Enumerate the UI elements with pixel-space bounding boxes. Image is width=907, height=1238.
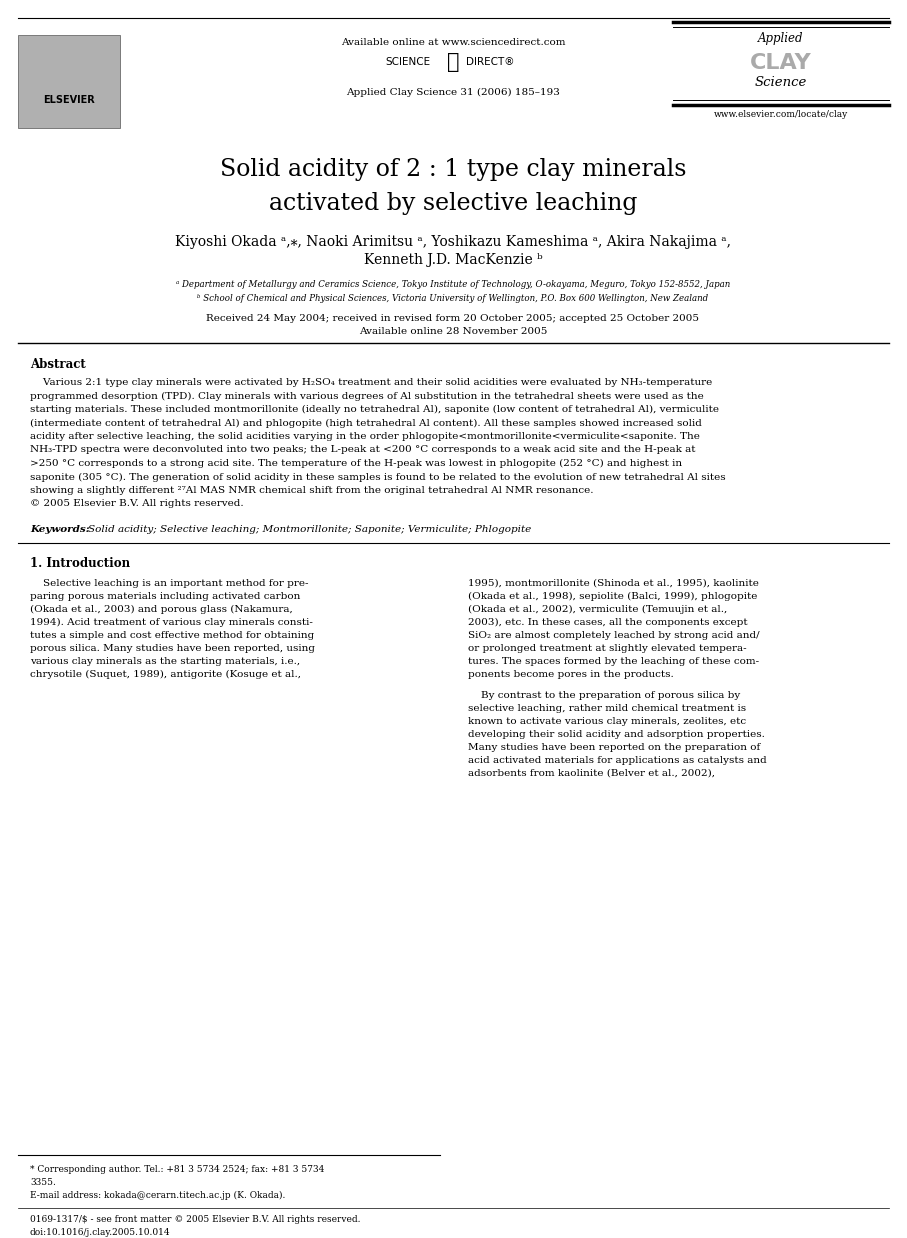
Text: ponents become pores in the products.: ponents become pores in the products. <box>468 670 674 678</box>
Text: acidity after selective leaching, the solid acidities varying in the order phlog: acidity after selective leaching, the so… <box>30 432 700 441</box>
Text: doi:10.1016/j.clay.2005.10.014: doi:10.1016/j.clay.2005.10.014 <box>30 1228 171 1237</box>
Text: Abstract: Abstract <box>30 358 86 371</box>
Text: 3355.: 3355. <box>30 1179 56 1187</box>
Text: adsorbents from kaolinite (Belver et al., 2002),: adsorbents from kaolinite (Belver et al.… <box>468 769 715 777</box>
Text: 1995), montmorillonite (Shinoda et al., 1995), kaolinite: 1995), montmorillonite (Shinoda et al., … <box>468 579 759 588</box>
Text: © 2005 Elsevier B.V. All rights reserved.: © 2005 Elsevier B.V. All rights reserved… <box>30 499 244 509</box>
Text: porous silica. Many studies have been reported, using: porous silica. Many studies have been re… <box>30 644 315 652</box>
Text: acid activated materials for applications as catalysts and: acid activated materials for application… <box>468 756 766 765</box>
Text: 0169-1317/$ - see front matter © 2005 Elsevier B.V. All rights reserved.: 0169-1317/$ - see front matter © 2005 El… <box>30 1214 360 1224</box>
Text: tutes a simple and cost effective method for obtaining: tutes a simple and cost effective method… <box>30 631 314 640</box>
Text: SCIENCE: SCIENCE <box>385 57 430 67</box>
Text: known to activate various clay minerals, zeolites, etc: known to activate various clay minerals,… <box>468 717 746 725</box>
Text: selective leaching, rather mild chemical treatment is: selective leaching, rather mild chemical… <box>468 704 746 713</box>
Text: various clay minerals as the starting materials, i.e.,: various clay minerals as the starting ma… <box>30 657 300 666</box>
Text: (intermediate content of tetrahedral Al) and phlogopite (high tetrahedral Al con: (intermediate content of tetrahedral Al)… <box>30 418 702 427</box>
Text: (Okada et al., 1998), sepiolite (Balci, 1999), phlogopite: (Okada et al., 1998), sepiolite (Balci, … <box>468 592 757 602</box>
Text: developing their solid acidity and adsorption properties.: developing their solid acidity and adsor… <box>468 730 765 739</box>
Text: Applied: Applied <box>758 32 804 45</box>
Text: 1994). Acid treatment of various clay minerals consti-: 1994). Acid treatment of various clay mi… <box>30 618 313 628</box>
Text: DIRECT®: DIRECT® <box>466 57 514 67</box>
Text: starting materials. These included montmorillonite (ideally no tetrahedral Al), : starting materials. These included montm… <box>30 405 719 415</box>
Text: Many studies have been reported on the preparation of: Many studies have been reported on the p… <box>468 743 760 751</box>
Text: programmed desorption (TPD). Clay minerals with various degrees of Al substituti: programmed desorption (TPD). Clay minera… <box>30 391 704 401</box>
Text: ELSEVIER: ELSEVIER <box>44 95 95 105</box>
Text: NH₃-TPD spectra were deconvoluted into two peaks; the L-peak at <200 °C correspo: NH₃-TPD spectra were deconvoluted into t… <box>30 446 696 454</box>
Text: Kenneth J.D. MacKenzie ᵇ: Kenneth J.D. MacKenzie ᵇ <box>364 253 542 267</box>
Text: chrysotile (Suquet, 1989), antigorite (Kosuge et al.,: chrysotile (Suquet, 1989), antigorite (K… <box>30 670 301 680</box>
Text: paring porous materials including activated carbon: paring porous materials including activa… <box>30 592 300 600</box>
Text: SiO₂ are almost completely leached by strong acid and/: SiO₂ are almost completely leached by st… <box>468 631 760 640</box>
Text: Available online 28 November 2005: Available online 28 November 2005 <box>359 327 547 335</box>
Text: 2003), etc. In these cases, all the components except: 2003), etc. In these cases, all the comp… <box>468 618 747 628</box>
Text: (Okada et al., 2003) and porous glass (Nakamura,: (Okada et al., 2003) and porous glass (N… <box>30 605 293 614</box>
Text: Received 24 May 2004; received in revised form 20 October 2005; accepted 25 Octo: Received 24 May 2004; received in revise… <box>207 314 699 323</box>
Text: saponite (305 °C). The generation of solid acidity in these samples is found to : saponite (305 °C). The generation of sol… <box>30 473 726 482</box>
Text: By contrast to the preparation of porous silica by: By contrast to the preparation of porous… <box>468 691 740 699</box>
Text: Science: Science <box>755 76 807 89</box>
Text: Applied Clay Science 31 (2006) 185–193: Applied Clay Science 31 (2006) 185–193 <box>346 88 560 97</box>
Text: CLAY: CLAY <box>750 53 812 73</box>
Text: ᵇ School of Chemical and Physical Sciences, Victoria University of Wellington, P: ᵇ School of Chemical and Physical Scienc… <box>198 293 708 303</box>
Text: tures. The spaces formed by the leaching of these com-: tures. The spaces formed by the leaching… <box>468 657 759 666</box>
Text: E-mail address: kokada@cerarn.titech.ac.jp (K. Okada).: E-mail address: kokada@cerarn.titech.ac.… <box>30 1191 286 1200</box>
Text: * Corresponding author. Tel.: +81 3 5734 2524; fax: +81 3 5734: * Corresponding author. Tel.: +81 3 5734… <box>30 1165 325 1174</box>
Text: ᵃ Department of Metallurgy and Ceramics Science, Tokyo Institute of Technology, : ᵃ Department of Metallurgy and Ceramics … <box>176 280 730 288</box>
Text: Kiyoshi Okada ᵃ,⁎, Naoki Arimitsu ᵃ, Yoshikazu Kameshima ᵃ, Akira Nakajima ᵃ,: Kiyoshi Okada ᵃ,⁎, Naoki Arimitsu ᵃ, Yos… <box>175 235 731 249</box>
Text: activated by selective leaching: activated by selective leaching <box>268 192 638 215</box>
Text: Selective leaching is an important method for pre-: Selective leaching is an important metho… <box>30 579 308 588</box>
Text: Solid acidity of 2 : 1 type clay minerals: Solid acidity of 2 : 1 type clay mineral… <box>219 158 687 181</box>
Text: Keywords:: Keywords: <box>30 525 90 534</box>
Text: Solid acidity; Selective leaching; Montmorillonite; Saponite; Vermiculite; Phlog: Solid acidity; Selective leaching; Montm… <box>88 525 532 534</box>
Text: ⓓ: ⓓ <box>447 52 459 72</box>
Text: www.elsevier.com/locate/clay: www.elsevier.com/locate/clay <box>714 110 848 119</box>
Text: >250 °C corresponds to a strong acid site. The temperature of the H-peak was low: >250 °C corresponds to a strong acid sit… <box>30 459 682 468</box>
Bar <box>18 35 120 128</box>
Text: or prolonged treatment at slightly elevated tempera-: or prolonged treatment at slightly eleva… <box>468 644 746 652</box>
Text: showing a slightly different ²⁷Al MAS NMR chemical shift from the original tetra: showing a slightly different ²⁷Al MAS NM… <box>30 487 593 495</box>
Text: 1. Introduction: 1. Introduction <box>30 557 130 569</box>
Text: Various 2:1 type clay minerals were activated by H₂SO₄ treatment and their solid: Various 2:1 type clay minerals were acti… <box>30 378 712 387</box>
Text: (Okada et al., 2002), vermiculite (Temuujin et al.,: (Okada et al., 2002), vermiculite (Temuu… <box>468 605 727 614</box>
Text: Available online at www.sciencedirect.com: Available online at www.sciencedirect.co… <box>341 38 565 47</box>
